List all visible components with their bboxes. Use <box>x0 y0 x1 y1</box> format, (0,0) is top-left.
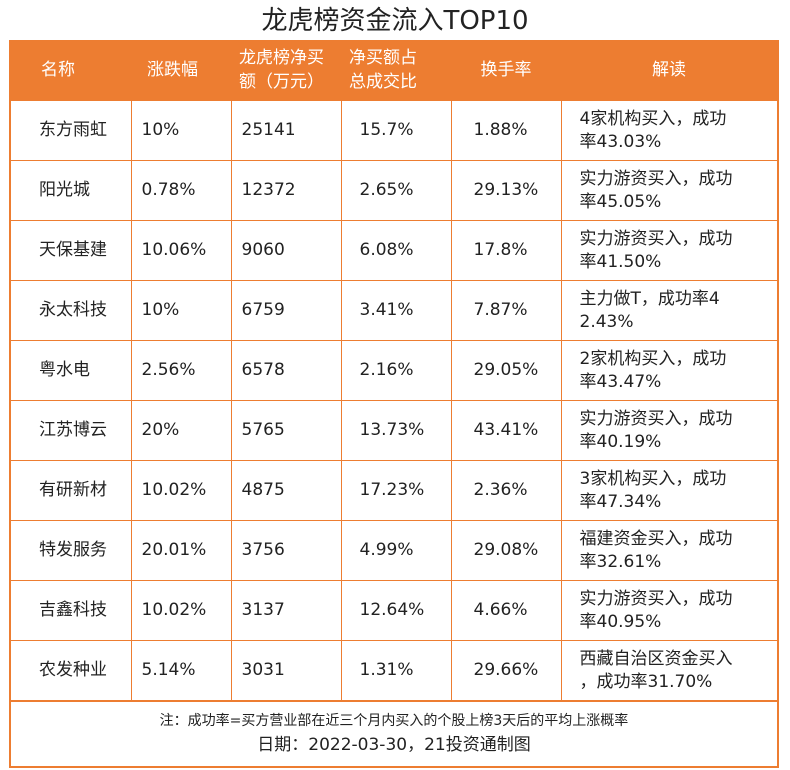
stock-name: 天保基建 <box>11 220 132 281</box>
table-row: 东方雨虹 10% 25141 15.7% 1.88% 4家机构买入，成功 率43.03% <box>11 100 777 161</box>
table-row: 粤水电 2.56% 6578 2.16% 29.05% 2家机构买入，成功 率43.47% <box>11 340 777 401</box>
interpretation: 实力游资买入，成功 率41.50% <box>560 220 777 281</box>
header-change: 涨跌幅 <box>131 40 231 101</box>
interpretation: 3家机构买入，成功 率47.34% <box>560 460 777 521</box>
change-pct: 10.02% <box>130 580 232 641</box>
header-ratio: 净买额占 总成交比 <box>341 40 451 101</box>
change-pct: 10.02% <box>130 460 232 521</box>
interpretation: 4家机构买入，成功 率43.03% <box>560 100 777 161</box>
interpretation: 福建资金买入，成功 率32.61% <box>560 520 777 581</box>
change-pct: 10% <box>130 100 232 161</box>
stock-name: 吉鑫科技 <box>11 580 132 641</box>
stock-name: 东方雨虹 <box>11 100 132 161</box>
net-buy-ratio: 13.73% <box>340 400 452 461</box>
turnover-rate: 2.36% <box>450 460 562 521</box>
table-row: 吉鑫科技 10.02% 3137 12.64% 4.66% 实力游资买入，成功 率40.9… <box>11 580 777 641</box>
table-row: 有研新材 10.02% 4875 17.23% 2.36% 3家机构买入，成功 率47.3… <box>11 460 777 521</box>
table-row: 阳光城 0.78% 12372 2.65% 29.13% 实力游资买入，成功 率45.05… <box>11 160 777 221</box>
net-buy-ratio: 3.41% <box>340 280 452 341</box>
page-title: 龙虎榜资金流入TOP10 <box>261 6 529 36</box>
data-table-container: 名称 涨跌幅 龙虎榜净买 额（万元） 净买额占 总成交比 换手率 解读 东方雨虹… <box>9 40 779 768</box>
table-row: 农发种业 5.14% 3031 1.31% 29.66% 西藏自治区资金买入 ，成功率31… <box>11 640 777 701</box>
turnover-rate: 29.13% <box>450 160 562 221</box>
turnover-rate: 7.87% <box>450 280 562 341</box>
header-name: 名称 <box>11 40 131 101</box>
change-pct: 20% <box>130 400 232 461</box>
turnover-rate: 43.41% <box>450 400 562 461</box>
table-row: 江苏博云 20% 5765 13.73% 43.41% 实力游资买入，成功 率40.19% <box>11 400 777 461</box>
net-buy-ratio: 12.64% <box>340 580 452 641</box>
net-buy-ratio: 17.23% <box>340 460 452 521</box>
header-net-buy: 龙虎榜净买 额（万元） <box>231 40 341 101</box>
header-row: 名称 涨跌幅 龙虎榜净买 额（万元） 净买额占 总成交比 换手率 解读 <box>11 40 777 101</box>
change-pct: 10% <box>130 280 232 341</box>
header-interpretation: 解读 <box>561 40 777 101</box>
net-buy: 12372 <box>230 160 342 221</box>
net-buy-ratio: 2.16% <box>340 340 452 401</box>
turnover-rate: 17.8% <box>450 220 562 281</box>
change-pct: 10.06% <box>130 220 232 281</box>
turnover-rate: 1.88% <box>450 100 562 161</box>
turnover-rate: 29.08% <box>450 520 562 581</box>
change-pct: 2.56% <box>130 340 232 401</box>
net-buy: 6578 <box>230 340 342 401</box>
interpretation: 主力做T，成功率4 2.43% <box>560 280 777 341</box>
net-buy: 3137 <box>230 580 342 641</box>
net-buy-ratio: 6.08% <box>340 220 452 281</box>
stock-name: 阳光城 <box>11 160 132 221</box>
turnover-rate: 29.05% <box>450 340 562 401</box>
table-row: 永太科技 10% 6759 3.41% 7.87% 主力做T，成功率4 2.43% <box>11 280 777 341</box>
stock-name: 江苏博云 <box>11 400 132 461</box>
change-pct: 0.78% <box>130 160 232 221</box>
net-buy: 6759 <box>230 280 342 341</box>
footnote: 注：成功率=买方营业部在近三个月内买入的个股上榜3天后的平均上涨概率 <box>159 713 629 729</box>
header-turnover: 换手率 <box>451 40 561 101</box>
turnover-rate: 4.66% <box>450 580 562 641</box>
stock-name: 特发服务 <box>11 520 132 581</box>
stock-name: 永太科技 <box>11 280 132 341</box>
net-buy: 9060 <box>230 220 342 281</box>
net-buy-ratio: 1.31% <box>340 640 452 701</box>
stock-name: 有研新材 <box>11 460 132 521</box>
interpretation: 实力游资买入，成功 率40.95% <box>560 580 777 641</box>
fund-inflow-table: 名称 涨跌幅 龙虎榜净买 额（万元） 净买额占 总成交比 换手率 解读 东方雨虹… <box>11 40 777 701</box>
interpretation: 西藏自治区资金买入 ，成功率31.70% <box>560 640 777 701</box>
net-buy: 4875 <box>230 460 342 521</box>
turnover-rate: 29.66% <box>450 640 562 701</box>
net-buy-ratio: 2.65% <box>340 160 452 221</box>
interpretation: 实力游资买入，成功 率40.19% <box>560 400 777 461</box>
net-buy: 5765 <box>230 400 342 461</box>
net-buy: 3756 <box>230 520 342 581</box>
table-row: 特发服务 20.01% 3756 4.99% 29.08% 福建资金买入，成功 率32.6… <box>11 520 777 581</box>
net-buy-ratio: 15.7% <box>340 100 452 161</box>
stock-name: 粤水电 <box>11 340 132 401</box>
net-buy: 25141 <box>230 100 342 161</box>
footer: 注：成功率=买方营业部在近三个月内买入的个股上榜3天后的平均上涨概率 日期：20… <box>11 701 777 766</box>
change-pct: 5.14% <box>130 640 232 701</box>
table-row: 天保基建 10.06% 9060 6.08% 17.8% 实力游资买入，成功 率41.50… <box>11 220 777 281</box>
stock-name: 农发种业 <box>11 640 132 701</box>
interpretation: 实力游资买入，成功 率45.05% <box>560 160 777 221</box>
net-buy: 3031 <box>230 640 342 701</box>
interpretation: 2家机构买入，成功 率43.47% <box>560 340 777 401</box>
net-buy-ratio: 4.99% <box>340 520 452 581</box>
date-credit: 日期：2022-03-30，21投资通制图 <box>257 735 531 755</box>
change-pct: 20.01% <box>130 520 232 581</box>
